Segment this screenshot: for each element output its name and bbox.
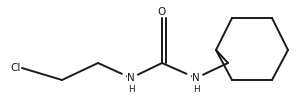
Text: O: O [158,7,166,17]
Text: Cl: Cl [10,63,20,73]
Text: H: H [193,85,199,94]
Text: N: N [127,73,135,83]
Text: N: N [192,73,200,83]
Text: H: H [128,85,134,94]
